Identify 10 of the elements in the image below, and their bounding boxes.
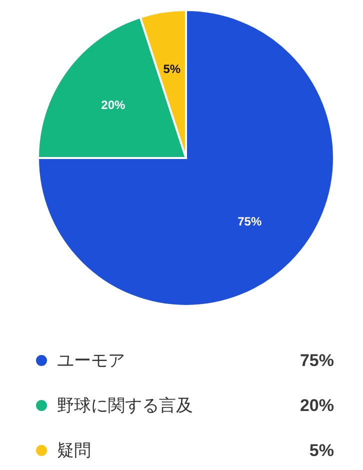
text: 5% <box>309 440 334 460</box>
pie-slice <box>37 9 335 307</box>
text: 75% <box>300 350 334 370</box>
legend-label: ユーモア <box>57 350 126 372</box>
data-label: 20% <box>101 98 126 112</box>
data-label: 5% <box>163 62 181 76</box>
data-label: 75% <box>238 214 262 229</box>
legend-label: 野球に関する言及 <box>57 395 194 417</box>
text: 20% <box>300 396 334 414</box>
legend-label: 疑問 <box>57 440 92 462</box>
